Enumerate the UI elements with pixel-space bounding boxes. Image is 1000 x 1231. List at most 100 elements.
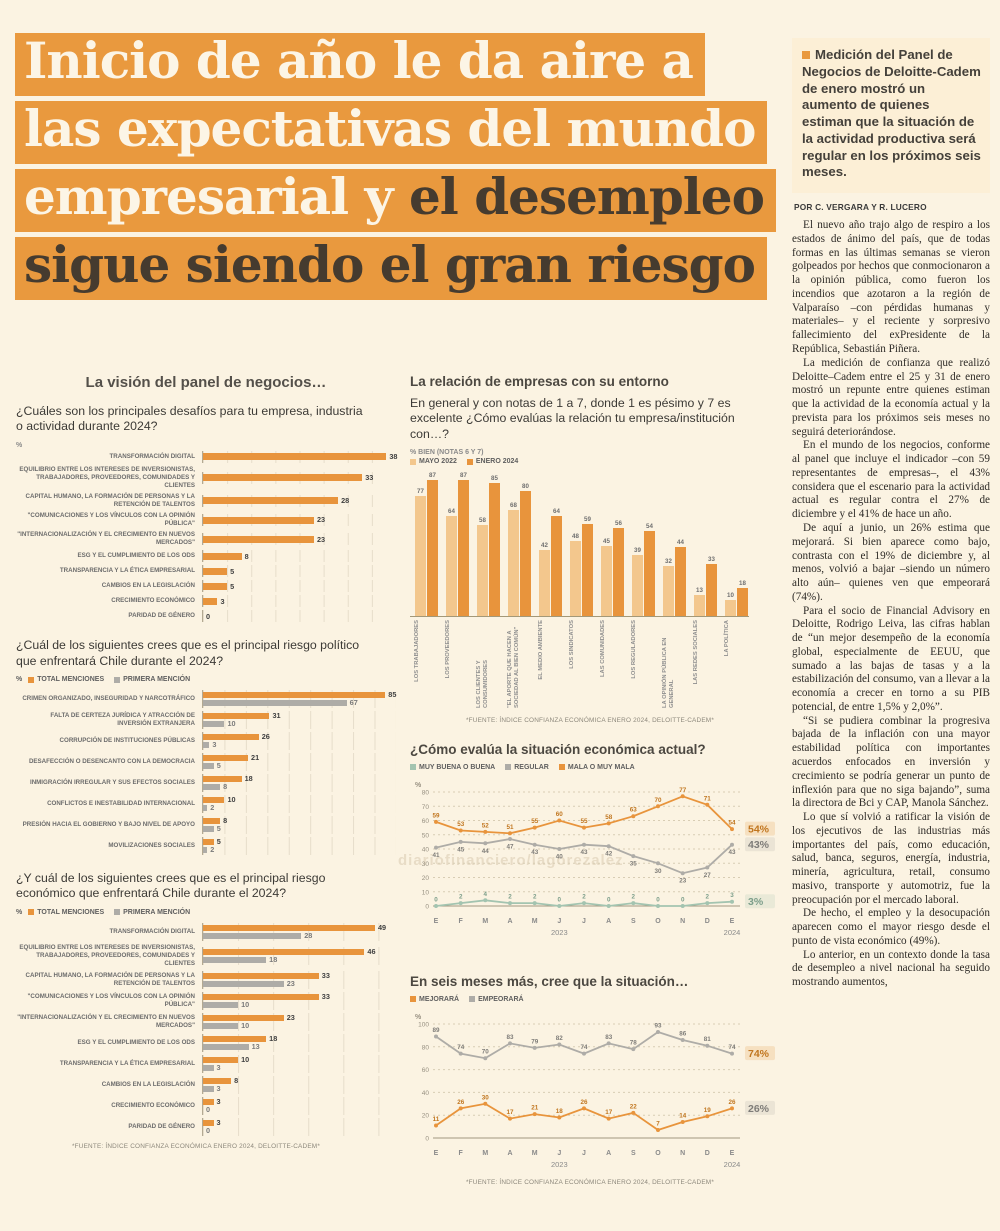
svg-text:22: 22	[630, 1103, 638, 1110]
svg-text:74: 74	[457, 1044, 465, 1051]
svg-text:55: 55	[580, 818, 588, 825]
column-value: 56	[615, 520, 622, 528]
legend-label: TOTAL MENCIONES	[37, 908, 105, 916]
bar-value: 3	[212, 740, 217, 750]
bar-chart-riesgo-economico: TRANSFORMACIÓN DIGITAL 49 28 EQUILIBRIO ENT…	[16, 922, 396, 1136]
bar-category-label: CAPITAL HUMANO, LA FORMACIÓN DE PERSONAS…	[25, 492, 195, 508]
svg-text:50: 50	[422, 832, 430, 839]
watermark: diariofinanciero/lagorezalez	[398, 852, 624, 869]
bar	[203, 1035, 267, 1042]
bar-row: DESAFECCIÓN O DESENCANTO CON LA DEMOCRAC…	[16, 753, 396, 771]
bar	[203, 552, 242, 560]
column-bar	[508, 509, 519, 616]
charts-column-left: La visión del panel de negocios… ¿Cuáles…	[16, 374, 397, 1150]
svg-text:0: 0	[681, 896, 685, 903]
bar-value: 10	[241, 1021, 250, 1031]
svg-text:26: 26	[728, 1099, 736, 1106]
bar-category-label: ESG Y EL CUMPLIMIENTO DE LOS ODS	[77, 552, 195, 560]
svg-text:54%: 54%	[748, 823, 770, 835]
bar-value: 33	[321, 992, 330, 1002]
bar-row: PARIDAD DE GÉNERO 3 0	[16, 1117, 396, 1136]
svg-text:M: M	[482, 1150, 488, 1157]
svg-text:J: J	[582, 918, 586, 925]
svg-text:78: 78	[630, 1039, 638, 1046]
svg-text:J: J	[582, 1150, 586, 1157]
legend-item: PRIMERA MENCIÓN	[114, 909, 190, 916]
bar-track: 5	[202, 580, 396, 593]
svg-text:89: 89	[432, 1027, 440, 1034]
bar-category-label: TRANSFORMACIÓN DIGITAL	[109, 927, 195, 935]
svg-text:J: J	[557, 1150, 561, 1157]
intro-text: Medición del Panel de Negocios de Deloit…	[802, 47, 981, 180]
bar-value: 18	[244, 774, 253, 784]
bar-value: 0	[206, 1126, 211, 1136]
bar	[203, 713, 270, 719]
legend-label: TOTAL MENCIONES	[37, 676, 105, 683]
intro-summary: Medición del Panel de Negocios de Deloit…	[792, 38, 990, 194]
bar	[203, 742, 210, 748]
column-bar	[632, 554, 643, 616]
bar-value: 46	[367, 947, 376, 957]
bar-category-label: FALTA DE CERTEZA JURÍDICA Y ATRACCIÓN DE…	[50, 711, 195, 727]
legend-swatch-icon	[505, 764, 512, 771]
legend-item: TOTAL MENCIONES	[28, 676, 104, 683]
bar-category-label: "COMUNICACIONES Y LOS VÍNCULOS CON LA OP…	[27, 992, 196, 1008]
column-group: 13 33	[693, 556, 718, 616]
bar-value: 5	[216, 761, 221, 771]
column-value: 13	[696, 587, 703, 595]
chart-legend: % TOTAL MENCIONES PRIMERA MENCIÓN	[16, 676, 396, 683]
bar	[203, 1064, 214, 1071]
legend-swatch-icon	[28, 909, 35, 916]
svg-text:26: 26	[457, 1099, 465, 1106]
column-value: 39	[634, 546, 641, 554]
svg-text:47: 47	[506, 843, 514, 850]
bar-row: MOVILIZACIONES SOCIALES 5 2	[16, 837, 396, 855]
svg-text:N: N	[680, 918, 685, 925]
bar-value: 10	[227, 719, 236, 729]
bar-row: "INTERNACIONALIZACIÓN Y EL CRECIMIENTO E…	[16, 1012, 396, 1031]
bar-row: PRESIÓN HACIA EL GOBIERNO Y BAJO NIVEL D…	[16, 816, 396, 834]
bar-row: INMIGRACIÓN IRREGULAR Y SUS EFECTOS SOCI…	[16, 774, 396, 792]
bar	[203, 948, 365, 955]
svg-text:45: 45	[457, 846, 465, 853]
svg-text:0: 0	[558, 896, 562, 903]
svg-text:17: 17	[605, 1109, 613, 1116]
column-value: 68	[510, 501, 517, 509]
svg-text:43%: 43%	[748, 839, 770, 851]
column-bar	[582, 523, 593, 616]
bar-category-label: CRIMEN ORGANIZADO, INSEGURIDAD Y NARCOTR…	[22, 694, 195, 702]
bar-row: TRANSFORMACIÓN DIGITAL 49 28	[16, 922, 396, 941]
bar	[203, 497, 339, 505]
svg-text:2: 2	[632, 893, 636, 900]
svg-text:23: 23	[679, 877, 687, 884]
svg-text:%: %	[415, 1014, 422, 1021]
bar-value: 26	[261, 732, 270, 742]
bar-category-label: ESG Y EL CUMPLIMIENTO DE LOS ODS	[77, 1038, 195, 1046]
headline-text-3-light: empresarial y	[24, 167, 394, 226]
legend-swatch-icon	[114, 909, 121, 916]
bar-track: 38	[202, 450, 397, 463]
bar-track: 10 2	[202, 795, 396, 813]
svg-text:27: 27	[704, 872, 712, 879]
column-value: 58	[479, 517, 486, 525]
axis-note: % BIEN (NOTAS 6 Y 7)	[410, 449, 484, 457]
bar-value: 31	[272, 711, 281, 721]
svg-text:20: 20	[422, 1112, 430, 1119]
svg-text:3: 3	[730, 892, 734, 899]
column-bar	[663, 565, 674, 616]
svg-text:42: 42	[605, 850, 613, 857]
bar-value: 2	[210, 803, 215, 813]
bar-category-label: "COMUNICACIONES Y LOS VÍNCULOS CON LA OP…	[27, 512, 196, 528]
svg-text:D: D	[705, 1150, 710, 1157]
svg-text:43: 43	[580, 849, 588, 856]
svg-text:O: O	[655, 1150, 661, 1157]
bar-row: TRANSFORMACIÓN DIGITAL 38	[16, 450, 397, 463]
svg-text:30: 30	[422, 860, 430, 867]
bar-category-label: PRESIÓN HACIA EL GOBIERNO Y BAJO NIVEL D…	[22, 820, 195, 828]
bar-row: EQUILIBRIO ENTRE LOS INTERESES DE INVERS…	[16, 944, 396, 968]
svg-text:A: A	[606, 918, 611, 925]
bar	[203, 1085, 214, 1092]
svg-text:2024: 2024	[724, 928, 741, 937]
